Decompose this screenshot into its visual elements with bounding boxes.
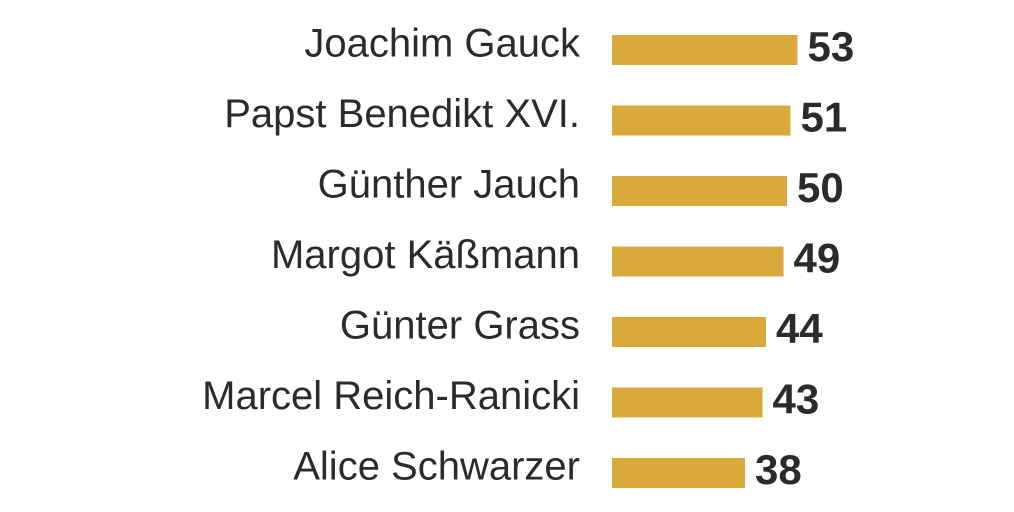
value-label: 53 [808,23,855,70]
bar-row: Günther Jauch 50 [318,163,844,212]
bar [612,317,766,347]
bar [612,387,763,418]
value-label: 50 [797,164,844,211]
category-label: Günter Grass [340,304,580,348]
bar [612,105,791,136]
category-label: Margot Käßmann [271,233,580,277]
bar-row: Günter Grass 44 [340,304,823,353]
bar-row: Marcel Reich-Ranicki 43 [202,374,819,423]
bar [612,35,798,65]
bar-row: Alice Schwarzer 38 [293,445,801,494]
bar [612,246,784,277]
category-label: Günther Jauch [318,163,580,207]
value-label: 43 [773,376,820,423]
bar [612,176,787,206]
bar-row: Papst Benedikt XVI. 51 [224,92,847,141]
value-label: 38 [755,446,802,493]
value-label: 51 [801,94,848,141]
value-label: 44 [776,305,823,352]
bar-row: Joachim Gauck 53 [304,22,854,71]
category-label: Marcel Reich-Ranicki [202,374,580,418]
bar [612,458,745,488]
chart-rows: Joachim Gauck 53 Papst Benedikt XVI. 51 Günt… [202,22,854,494]
bar-row: Margot Käßmann 49 [271,233,840,282]
category-label: Joachim Gauck [304,22,581,66]
value-label: 49 [794,235,841,282]
category-label: Papst Benedikt XVI. [224,92,580,136]
category-label: Alice Schwarzer [293,445,580,489]
